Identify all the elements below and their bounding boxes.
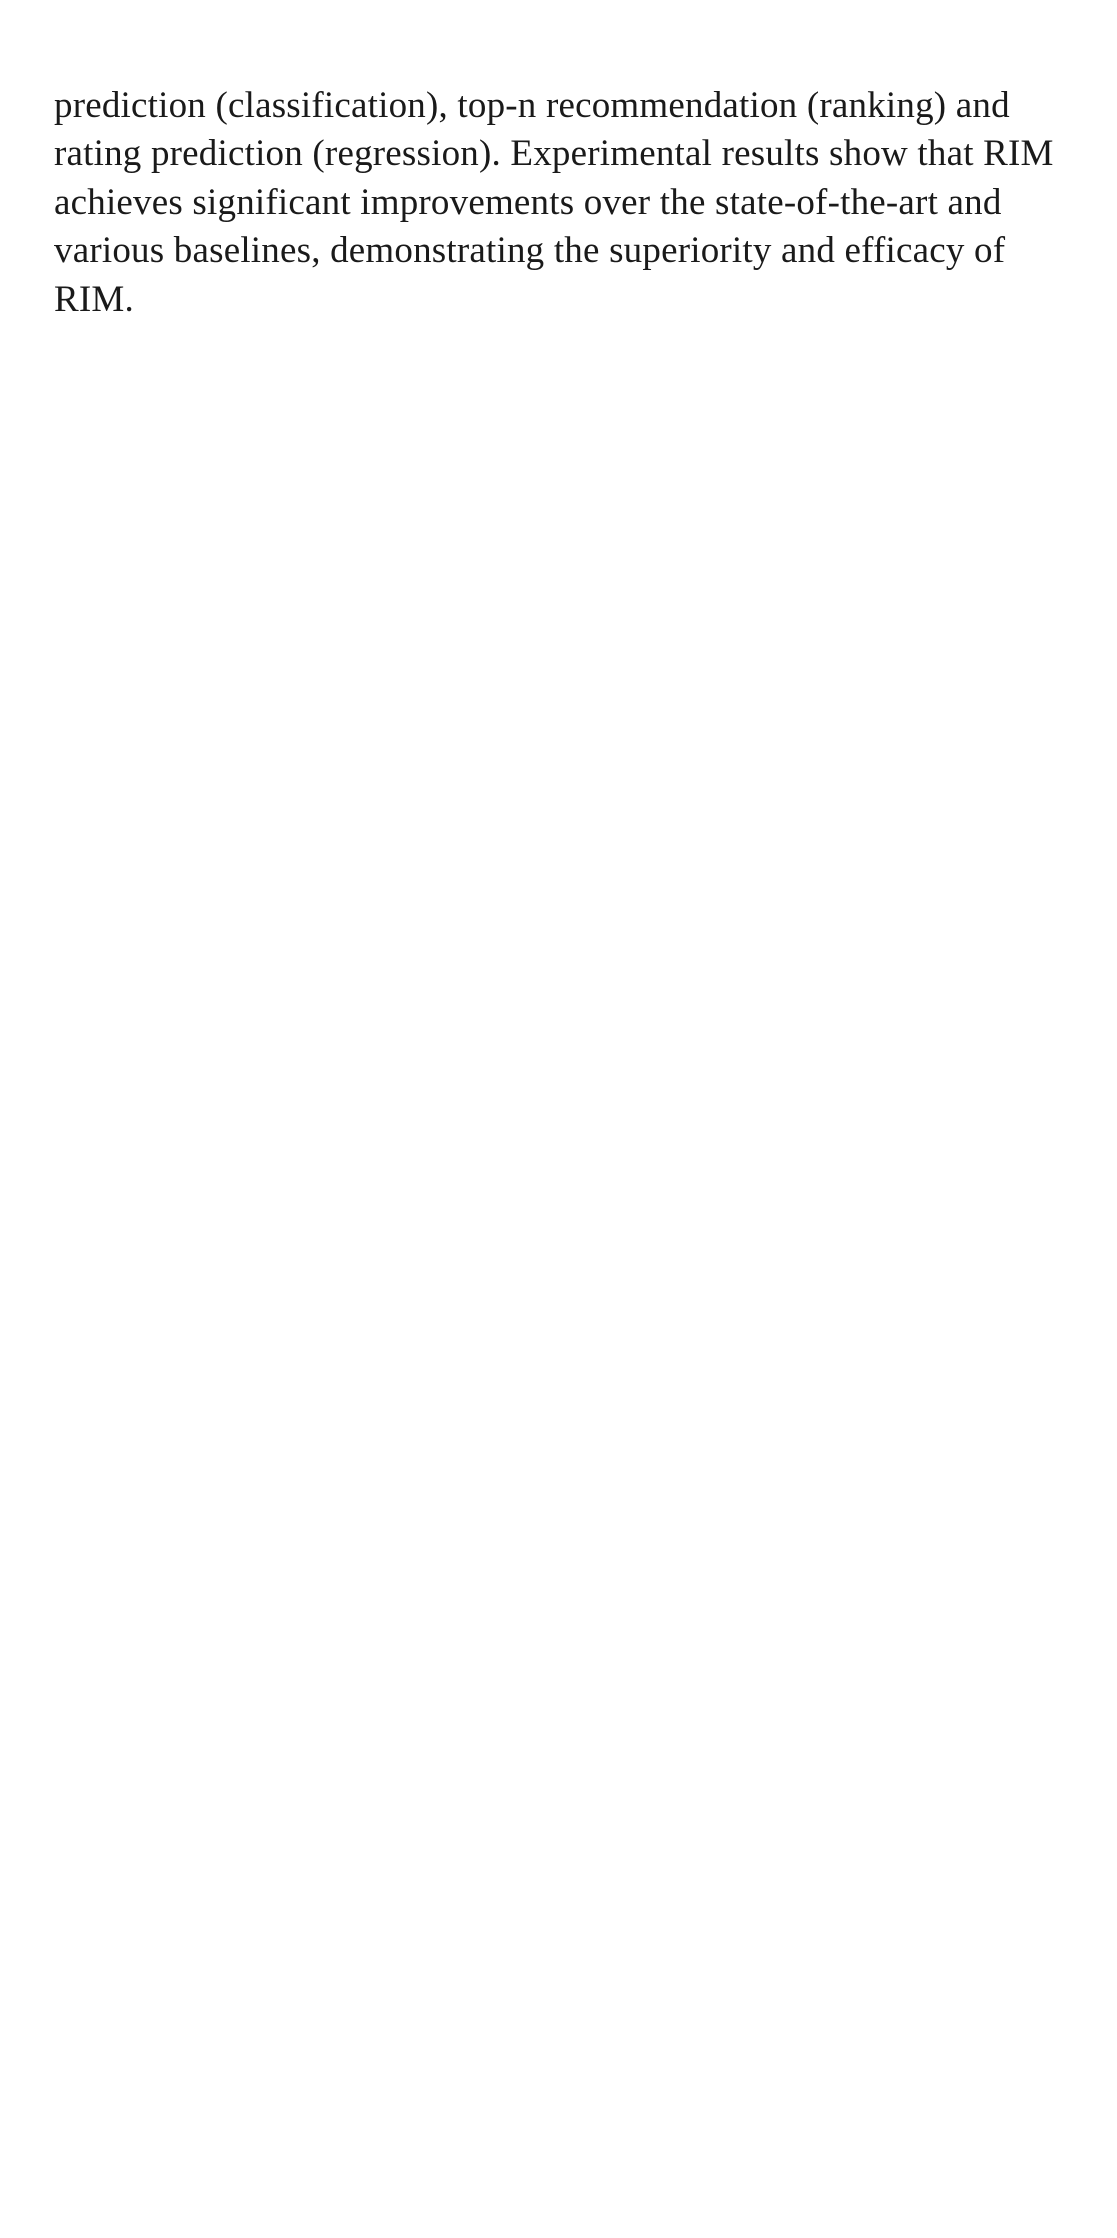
page-container: prediction (classification), top-n recom…: [0, 0, 1117, 324]
abstract-paragraph: prediction (classification), top-n recom…: [54, 82, 1063, 324]
